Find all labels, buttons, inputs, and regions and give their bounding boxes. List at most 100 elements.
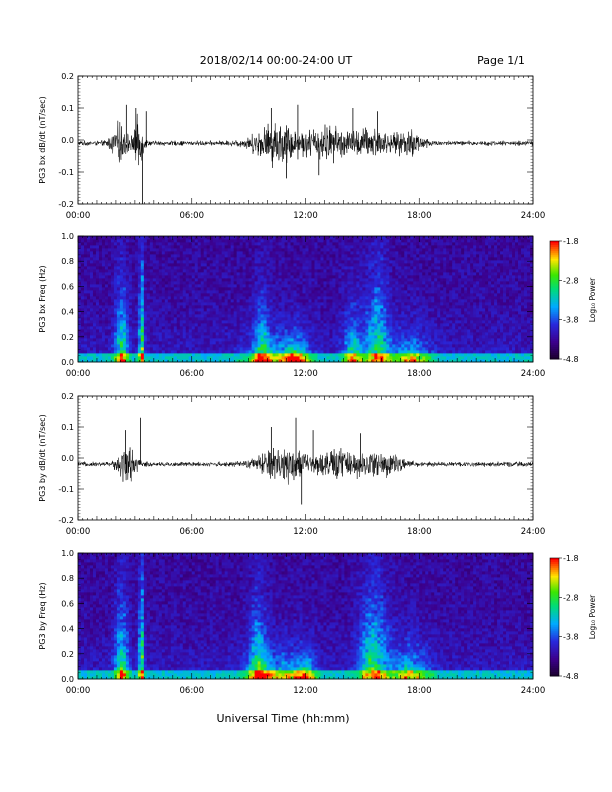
heatmap-cell — [374, 326, 378, 330]
heatmap-cell — [320, 293, 324, 297]
heatmap-cell — [236, 236, 241, 240]
heatmap-cell — [200, 239, 205, 243]
heatmap-cell — [344, 344, 348, 348]
heatmap-cell — [263, 254, 267, 258]
heatmap-cell — [287, 278, 291, 282]
heatmap-cell — [161, 257, 166, 261]
heatmap-cell — [311, 290, 315, 294]
heatmap-cell — [320, 284, 324, 288]
heatmap-cell — [380, 254, 384, 258]
heatmap-cell — [173, 281, 178, 285]
heatmap-cell — [215, 323, 220, 327]
heatmap-cell — [386, 257, 390, 261]
heatmap-cell — [83, 236, 88, 240]
heatmap-cell — [284, 260, 288, 264]
heatmap-cell — [248, 335, 253, 339]
heatmap-cell — [404, 305, 408, 309]
heatmap-cell — [335, 296, 339, 300]
heatmap-cell — [203, 242, 208, 246]
heatmap-cell — [398, 248, 402, 252]
heatmap-cell — [248, 350, 253, 354]
heatmap-cell — [170, 317, 175, 321]
heatmap-cell — [251, 278, 256, 282]
heatmap-cell — [350, 257, 354, 261]
heatmap-cell — [299, 293, 303, 297]
heatmap-cell — [224, 266, 229, 270]
heatmap-cell — [410, 305, 414, 309]
heatmap-cell — [194, 332, 199, 336]
heatmap-cell — [230, 284, 235, 288]
heatmap-cell — [311, 254, 315, 258]
heatmap-cell — [221, 269, 226, 273]
heatmap-cell — [269, 341, 273, 345]
heatmap-cell — [371, 263, 375, 267]
heatmap-cell — [350, 356, 354, 360]
heatmap-cell — [191, 338, 196, 342]
heatmap-cell — [80, 263, 85, 267]
heatmap-cell — [125, 293, 130, 297]
heatmap-cell — [197, 263, 202, 267]
heatmap-cell — [305, 356, 309, 360]
heatmap-cell — [266, 278, 270, 282]
heatmap-cell — [269, 323, 273, 327]
heatmap-cell — [320, 266, 324, 270]
heatmap-cell — [191, 257, 196, 261]
heatmap-cell — [185, 260, 190, 264]
heatmap-cell — [404, 350, 408, 354]
heatmap-cell — [326, 356, 330, 360]
heatmap-cell — [215, 329, 220, 333]
heatmap-cell — [323, 272, 327, 276]
heatmap-cell — [209, 329, 214, 333]
heatmap-cell — [290, 281, 294, 285]
heatmap-cell — [299, 320, 303, 324]
heatmap-cell — [143, 260, 148, 264]
heatmap-cell — [176, 326, 181, 330]
heatmap-cell — [248, 311, 253, 315]
heatmap-cell — [197, 248, 202, 252]
heatmap-cell — [377, 317, 381, 321]
heatmap-cell — [140, 251, 145, 255]
heatmap-cell — [257, 290, 261, 294]
heatmap-cell — [338, 350, 342, 354]
heatmap-cell — [194, 344, 199, 348]
heatmap-cell — [194, 272, 199, 276]
heatmap-cell — [104, 296, 109, 300]
heatmap-cell — [233, 266, 238, 270]
heatmap-cell — [404, 287, 408, 291]
heatmap-cell — [326, 344, 330, 348]
heatmap-cell — [95, 275, 100, 279]
heatmap-cell — [140, 272, 145, 276]
heatmap-cell — [182, 293, 187, 297]
heatmap-cell — [128, 254, 133, 258]
series-line — [77, 113, 534, 168]
heatmap-cell — [404, 260, 408, 264]
heatmap-cell — [251, 311, 256, 315]
heatmap-cell — [314, 254, 318, 258]
heatmap-cell — [170, 314, 175, 318]
heatmap-cell — [227, 284, 232, 288]
heatmap-cell — [263, 356, 267, 360]
heatmap-cell — [212, 263, 217, 267]
heatmap-cell — [404, 323, 408, 327]
heatmap-cell — [302, 254, 306, 258]
heatmap-cell — [257, 326, 261, 330]
heatmap-cell — [78, 338, 82, 342]
heatmap-cell — [113, 263, 118, 267]
heatmap-cell — [293, 308, 297, 312]
heatmap-cell — [368, 356, 372, 360]
heatmap-cell — [206, 359, 211, 363]
heatmap-cell — [323, 329, 327, 333]
heatmap-cell — [80, 296, 85, 300]
heatmap-cell — [260, 263, 264, 267]
heatmap-cell — [314, 242, 318, 246]
heatmap-cell — [311, 242, 315, 246]
heatmap-cell — [113, 299, 118, 303]
heatmap-cell — [149, 320, 154, 324]
heatmap-cell — [227, 242, 232, 246]
heatmap-cell — [98, 239, 103, 243]
heatmap-cell — [347, 269, 351, 273]
heatmap-cell — [395, 236, 399, 240]
heatmap-cell — [245, 281, 250, 285]
heatmap-cell — [305, 332, 309, 336]
heatmap-cell — [125, 335, 130, 339]
